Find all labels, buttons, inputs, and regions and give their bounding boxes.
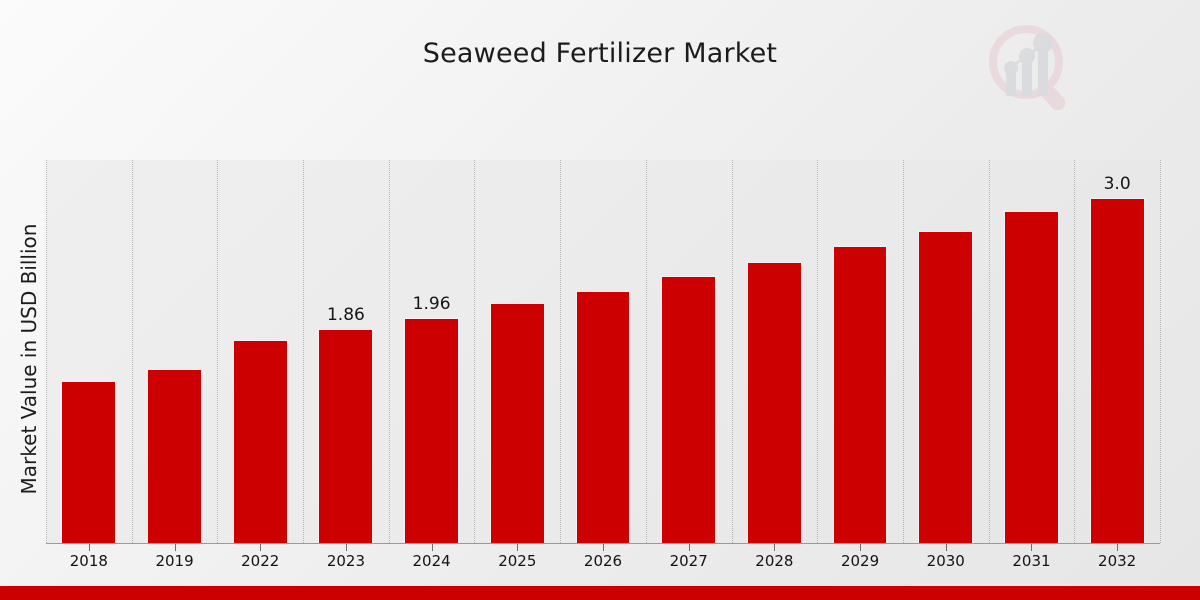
x-tick-label-2030: 2030 (926, 552, 965, 570)
x-tick-label-2031: 2031 (1012, 552, 1051, 570)
bar-2027[interactable] (661, 276, 717, 543)
bar-2030[interactable] (918, 231, 974, 543)
chart-title: Seaweed Fertilizer Market (422, 38, 778, 69)
bar-slot (217, 160, 303, 543)
x-tick-2026 (603, 544, 604, 551)
x-tick-label-2022: 2022 (241, 552, 280, 570)
x-tick-label-2026: 2026 (583, 552, 623, 570)
bar-2024[interactable] (404, 317, 460, 543)
bar-2032[interactable] (1089, 198, 1145, 543)
bar-slot: 1.96 (389, 160, 475, 543)
y-axis-label: Market Value in USD Billion (17, 223, 41, 495)
x-axis-ticks (46, 544, 1160, 552)
bar-value-label-2023: 1.86 (326, 305, 365, 326)
x-tick-label-2018: 2018 (69, 552, 108, 570)
bar-2023[interactable] (318, 329, 374, 543)
x-tick-2018 (88, 544, 90, 551)
bar-slot (817, 160, 903, 543)
x-tick-label-2023: 2023 (326, 552, 366, 570)
bar-slot (132, 160, 218, 543)
x-tick-2028 (774, 544, 776, 551)
bar-2031[interactable] (1004, 210, 1059, 543)
bar-2025[interactable] (489, 302, 545, 543)
bar-slot (646, 160, 732, 543)
x-tick-2027 (688, 544, 690, 551)
x-tick-2025 (517, 544, 519, 551)
bar-slot: 3.0 (1074, 160, 1160, 543)
bar-2029[interactable] (832, 246, 888, 543)
market-research-magnifier-bar-chart-logo (978, 17, 1084, 115)
bar-slot (474, 160, 560, 543)
x-tick-label-2032: 2032 (1098, 552, 1137, 570)
x-tick-2029 (860, 544, 862, 551)
bar-2019[interactable] (147, 369, 202, 543)
bar-value-label-2024: 1.96 (412, 293, 451, 314)
x-tick-2019 (174, 544, 176, 551)
plot-area: 1.86 1.96 3.0 (46, 160, 1161, 544)
x-tick-label-2024: 2024 (412, 552, 451, 570)
bar-slot (989, 160, 1075, 543)
bar-2026[interactable] (575, 291, 631, 543)
x-tick-label-2029: 2029 (840, 552, 880, 570)
x-tick-label-2019: 2019 (155, 552, 194, 570)
x-tick-label-2025: 2025 (498, 552, 537, 570)
bar-slot (903, 160, 989, 543)
x-tick-label-2027: 2027 (669, 552, 708, 570)
x-tick-2022 (260, 544, 262, 551)
x-tick-2032 (1117, 544, 1119, 551)
x-axis-tick-labels: 2018 2019 2022 2023 2024 2025 2026 2027 2028 2029… (46, 552, 1160, 574)
gridline (1160, 160, 1161, 543)
x-tick-2023 (345, 544, 347, 551)
bar-2018[interactable] (61, 380, 117, 543)
x-tick-label-2028: 2028 (755, 552, 794, 570)
bar-slot: 1.86 (303, 160, 389, 543)
x-tick-2030 (945, 544, 947, 551)
bar-value-label-2032: 3.0 (1103, 174, 1131, 195)
x-tick-2031 (1031, 544, 1033, 551)
bar-slot (732, 160, 818, 543)
bar-slot (46, 160, 132, 543)
footer-accent-strip (0, 586, 1200, 600)
bar-2028[interactable] (746, 262, 802, 543)
x-tick-2024 (431, 544, 433, 551)
bar-2022[interactable] (232, 339, 288, 543)
bar-series: 1.86 1.96 3.0 (46, 160, 1160, 543)
bar-slot (560, 160, 646, 543)
